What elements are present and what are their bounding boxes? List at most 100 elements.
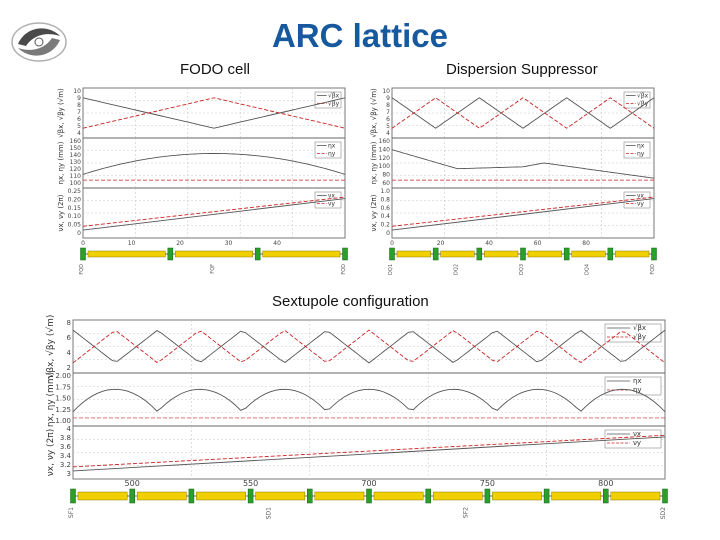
- x-tick-label: 750: [480, 479, 495, 488]
- y-axis-label: √βx, √βy (√m): [45, 315, 56, 378]
- legend-entry: νx: [637, 193, 644, 200]
- y-tick-label: 4: [67, 425, 72, 433]
- dipole-magnet: [571, 250, 606, 258]
- legend-box: [314, 191, 342, 209]
- y-tick-label: 110: [70, 173, 82, 180]
- legend-entry: ηx: [637, 143, 645, 150]
- quadrupole-magnet: [607, 247, 614, 261]
- legend-box: [623, 191, 651, 209]
- y-tick-label: 1.25: [55, 406, 71, 414]
- quadrupole-magnet: [188, 488, 195, 504]
- dipole-magnet: [196, 491, 246, 501]
- dipole-magnet: [262, 250, 341, 258]
- dipole-magnet: [440, 250, 475, 258]
- lattice-element-label: DQ2: [454, 264, 460, 275]
- lattice-element-label: SD1: [265, 507, 272, 519]
- lattice-element-label: FQD: [79, 264, 85, 275]
- phase-x-curve: [72, 436, 666, 472]
- dispersion-curve: [391, 149, 655, 179]
- legend-entry: ηy: [637, 151, 645, 158]
- y-tick-label: 1.50: [55, 395, 71, 403]
- legend-entry: ηx: [328, 143, 336, 150]
- quadrupole-magnet: [389, 247, 395, 261]
- sextupole-configuration-plot: 8 6 4 2 √βx, √βy (√m) √βx√βy 2.00 1.75 1.50 1.25 1…: [45, 315, 668, 519]
- quadrupole-magnet: [651, 247, 657, 261]
- quadrupole-magnet: [520, 247, 526, 261]
- y-tick-label: 3.4: [60, 452, 72, 460]
- y-tick-label: 7: [386, 109, 390, 116]
- y-tick-label: 8: [77, 102, 81, 109]
- plot-frame: [82, 87, 346, 239]
- dispersion-curve: [82, 153, 346, 175]
- sextupole-configuration-label: Sextupole configuration: [272, 293, 429, 310]
- phase-y-curve: [72, 434, 666, 468]
- lattice-element-label: FQD: [650, 264, 656, 275]
- x-tick-label: 10: [128, 240, 136, 247]
- plot-frame: [391, 87, 655, 239]
- lattice-element-label: DQ1: [388, 264, 394, 275]
- y-axis-label: √βx, √βy (√m): [370, 88, 378, 138]
- beta-y-curve: [72, 329, 666, 364]
- x-tick-label: 80: [582, 240, 590, 247]
- y-tick-label: 0.05: [68, 222, 82, 229]
- y-tick-label: 2.00: [55, 372, 71, 380]
- y-tick-label: 10: [73, 88, 81, 95]
- y-tick-label: 4: [67, 349, 72, 357]
- y-axis-label: ηx, ηy (mm): [46, 372, 56, 427]
- quadrupole-magnet: [563, 247, 570, 261]
- dipole-magnet: [610, 491, 661, 501]
- dipole-magnet: [136, 491, 187, 501]
- quadrupole-magnet: [254, 247, 261, 261]
- beta-x-curve: [82, 97, 346, 129]
- y-tick-label: 4: [77, 130, 81, 137]
- y-tick-label: 0.25: [68, 188, 82, 195]
- x-tick-label: 40: [485, 240, 493, 247]
- quadrupole-magnet: [603, 488, 609, 504]
- y-tick-label: 0.2: [380, 222, 390, 229]
- quadrupole-magnet: [662, 488, 668, 504]
- x-tick-label: 20: [437, 240, 445, 247]
- y-tick-label: 0: [77, 230, 81, 237]
- x-tick-label: 40: [273, 240, 281, 247]
- institute-logo-icon: [11, 22, 67, 62]
- lattice-element-label: FQD: [341, 264, 347, 275]
- y-tick-label: 140: [379, 146, 391, 153]
- y-tick-label: 8: [386, 102, 390, 109]
- y-tick-label: 7: [77, 109, 81, 116]
- dipole-magnet: [432, 491, 483, 501]
- y-tick-label: 10: [382, 88, 390, 95]
- quadrupole-magnet: [425, 488, 431, 504]
- phase-x-curve: [82, 198, 346, 231]
- slide-title: ARC lattice: [271, 17, 449, 54]
- y-tick-label: 1.0: [380, 188, 390, 195]
- quadrupole-magnet: [70, 488, 76, 504]
- phase-y-curve: [391, 196, 655, 227]
- y-tick-label: 4: [386, 130, 390, 137]
- quadrupole-magnet: [484, 488, 491, 504]
- y-tick-label: 9: [77, 95, 81, 102]
- x-tick-label: 30: [225, 240, 233, 247]
- x-tick-label: 0: [81, 240, 85, 247]
- y-axis-label: νx, νy (2π): [46, 429, 56, 476]
- y-tick-label: 120: [70, 166, 82, 173]
- y-tick-label: 3.6: [60, 443, 72, 451]
- y-tick-label: 150: [70, 145, 82, 152]
- y-tick-label: 1.75: [55, 383, 71, 391]
- legend-entry: νx: [328, 193, 335, 200]
- phase-y-curve: [82, 196, 346, 227]
- dipole-magnet: [175, 250, 253, 258]
- beta-y-curve: [391, 97, 655, 129]
- legend-box: [314, 91, 342, 109]
- beta-x-curve: [72, 329, 666, 364]
- dipole-magnet: [615, 250, 650, 258]
- quadrupole-magnet: [167, 247, 174, 261]
- legend-entry: νy: [637, 201, 644, 208]
- y-tick-label: 3.8: [60, 434, 71, 442]
- lattice-element-label: SF2: [463, 507, 470, 518]
- y-tick-label: 8: [67, 319, 71, 327]
- lattice-element-label: SF1: [68, 507, 75, 518]
- y-tick-label: 0.15: [68, 205, 82, 212]
- x-tick-label: 700: [361, 479, 376, 488]
- y-tick-label: 100: [70, 180, 82, 187]
- y-tick-label: 3.2: [60, 461, 71, 469]
